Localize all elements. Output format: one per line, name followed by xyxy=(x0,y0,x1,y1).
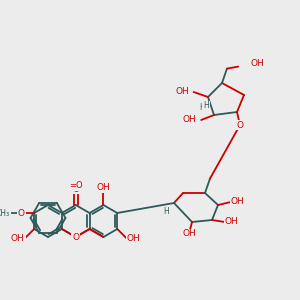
Text: OH: OH xyxy=(176,88,190,97)
Text: O: O xyxy=(72,184,79,194)
Text: OH: OH xyxy=(182,116,196,124)
Text: OH: OH xyxy=(97,183,110,192)
Text: OH: OH xyxy=(11,234,25,243)
Text: O: O xyxy=(236,121,244,130)
Text: H: H xyxy=(203,101,209,110)
Text: OH: OH xyxy=(127,234,141,243)
Text: O: O xyxy=(18,208,25,217)
Text: OH: OH xyxy=(225,218,238,226)
Text: CH₃: CH₃ xyxy=(0,208,10,217)
Text: OH: OH xyxy=(231,197,244,206)
Text: OH: OH xyxy=(182,230,196,238)
Text: O: O xyxy=(72,232,79,242)
Text: OH: OH xyxy=(250,59,264,68)
Text: O: O xyxy=(72,232,79,242)
Text: H: H xyxy=(199,103,205,112)
Text: =O: =O xyxy=(69,181,82,190)
Text: H: H xyxy=(163,206,169,215)
